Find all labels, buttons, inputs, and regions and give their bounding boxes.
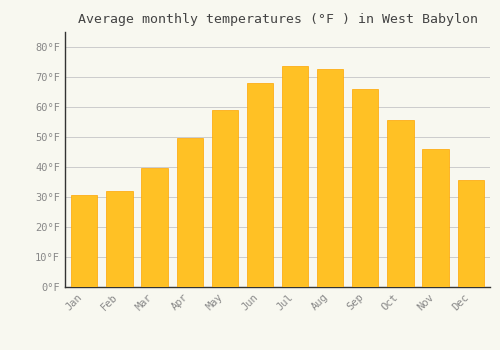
Bar — [212, 110, 238, 287]
Bar — [388, 120, 413, 287]
Bar — [176, 138, 203, 287]
Bar — [458, 180, 484, 287]
Title: Average monthly temperatures (°F ) in West Babylon: Average monthly temperatures (°F ) in We… — [78, 13, 477, 26]
Bar — [71, 195, 98, 287]
Bar — [317, 69, 344, 287]
Bar — [247, 83, 273, 287]
Bar — [106, 191, 132, 287]
Bar — [422, 149, 448, 287]
Bar — [352, 89, 378, 287]
Bar — [282, 66, 308, 287]
Bar — [142, 168, 168, 287]
